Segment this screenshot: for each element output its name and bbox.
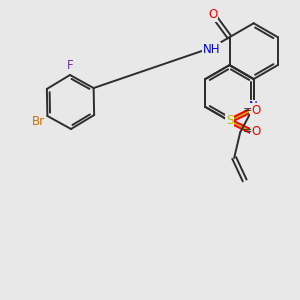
Text: NH: NH: [203, 43, 220, 56]
Text: O: O: [208, 8, 217, 21]
Text: =: =: [243, 105, 252, 115]
Text: Br: Br: [32, 115, 45, 128]
Text: O: O: [251, 125, 260, 138]
Text: =: =: [243, 126, 252, 136]
Text: F: F: [67, 59, 73, 72]
Text: N: N: [249, 100, 258, 113]
Text: O: O: [251, 104, 260, 117]
Text: S: S: [226, 114, 233, 128]
